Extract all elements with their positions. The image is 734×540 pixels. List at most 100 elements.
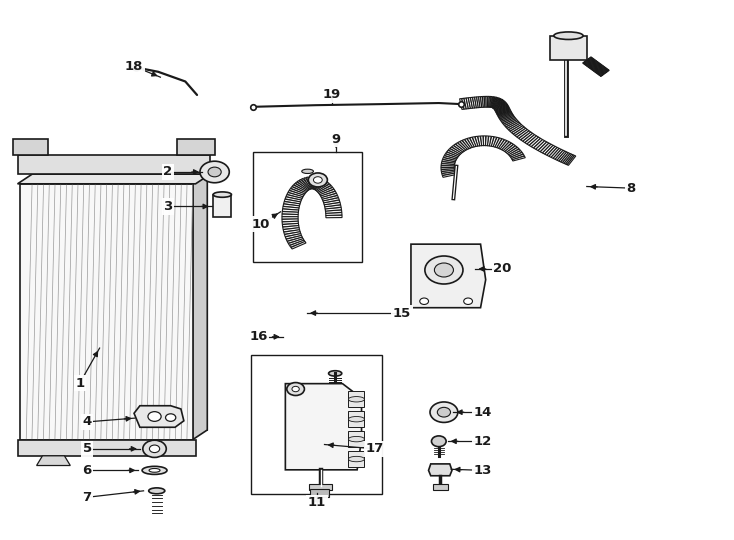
Polygon shape [501, 142, 511, 151]
Polygon shape [507, 122, 520, 130]
Polygon shape [446, 152, 458, 158]
Polygon shape [496, 109, 510, 113]
Polygon shape [589, 61, 597, 68]
Polygon shape [411, 244, 486, 308]
Polygon shape [18, 155, 210, 174]
Polygon shape [284, 230, 300, 234]
Circle shape [464, 298, 473, 305]
Polygon shape [297, 180, 310, 190]
Polygon shape [286, 383, 362, 470]
Polygon shape [322, 195, 338, 201]
Polygon shape [443, 173, 456, 177]
Polygon shape [21, 174, 207, 184]
Polygon shape [282, 212, 298, 215]
Polygon shape [283, 228, 299, 232]
Circle shape [308, 173, 327, 187]
Polygon shape [326, 215, 342, 218]
Polygon shape [600, 70, 608, 76]
Circle shape [292, 386, 299, 391]
Polygon shape [584, 58, 594, 65]
Polygon shape [551, 148, 562, 158]
Polygon shape [517, 130, 529, 138]
Polygon shape [596, 66, 605, 73]
Polygon shape [283, 204, 299, 208]
Polygon shape [325, 210, 342, 213]
Circle shape [313, 177, 322, 183]
Polygon shape [500, 114, 514, 120]
Polygon shape [585, 59, 594, 65]
Polygon shape [504, 144, 515, 152]
Polygon shape [476, 97, 480, 107]
Polygon shape [583, 57, 592, 64]
Polygon shape [496, 139, 504, 148]
Polygon shape [447, 150, 459, 157]
Polygon shape [586, 59, 595, 66]
Polygon shape [289, 188, 305, 195]
Polygon shape [465, 139, 473, 148]
Polygon shape [495, 106, 509, 111]
Polygon shape [21, 184, 192, 440]
Text: 16: 16 [250, 330, 268, 343]
Polygon shape [283, 226, 299, 230]
Polygon shape [592, 64, 601, 70]
Circle shape [425, 256, 463, 284]
Polygon shape [286, 234, 302, 239]
Polygon shape [462, 139, 470, 149]
Polygon shape [451, 145, 463, 153]
Text: 20: 20 [493, 262, 512, 275]
Polygon shape [288, 239, 304, 245]
Bar [253, 152, 362, 262]
Polygon shape [564, 154, 573, 164]
Polygon shape [285, 232, 301, 237]
Polygon shape [441, 170, 455, 173]
Polygon shape [299, 179, 310, 190]
Polygon shape [588, 60, 597, 67]
Bar [310, 489, 330, 497]
Text: 10: 10 [252, 218, 270, 231]
Polygon shape [589, 62, 598, 69]
Polygon shape [441, 164, 454, 166]
Polygon shape [512, 154, 524, 160]
Polygon shape [13, 139, 48, 155]
Polygon shape [441, 166, 454, 168]
Polygon shape [441, 169, 454, 171]
Polygon shape [542, 144, 553, 154]
Circle shape [437, 407, 451, 417]
Polygon shape [591, 63, 600, 70]
Polygon shape [314, 180, 325, 190]
Polygon shape [509, 123, 521, 131]
Polygon shape [555, 150, 565, 160]
Polygon shape [176, 139, 214, 155]
Polygon shape [458, 141, 468, 151]
Polygon shape [495, 108, 509, 112]
Polygon shape [316, 183, 330, 191]
Bar [349, 411, 365, 427]
Bar [213, 194, 231, 217]
Polygon shape [460, 140, 469, 150]
Polygon shape [498, 140, 506, 149]
Ellipse shape [213, 192, 231, 197]
Polygon shape [507, 147, 519, 154]
Polygon shape [531, 138, 542, 148]
Polygon shape [504, 120, 518, 127]
Polygon shape [309, 177, 313, 188]
Polygon shape [492, 97, 497, 107]
Polygon shape [441, 167, 454, 170]
Polygon shape [290, 240, 305, 247]
Polygon shape [311, 177, 313, 188]
Polygon shape [316, 184, 331, 192]
Polygon shape [484, 96, 487, 107]
Polygon shape [494, 104, 508, 110]
Polygon shape [493, 101, 505, 109]
Polygon shape [448, 148, 460, 156]
Polygon shape [598, 69, 607, 75]
Polygon shape [500, 141, 509, 150]
Text: 14: 14 [473, 406, 492, 419]
Polygon shape [466, 98, 470, 109]
Bar [550, 36, 586, 60]
Circle shape [166, 414, 175, 421]
Polygon shape [485, 136, 488, 146]
Polygon shape [429, 464, 452, 476]
Polygon shape [323, 198, 339, 203]
Polygon shape [509, 151, 522, 157]
